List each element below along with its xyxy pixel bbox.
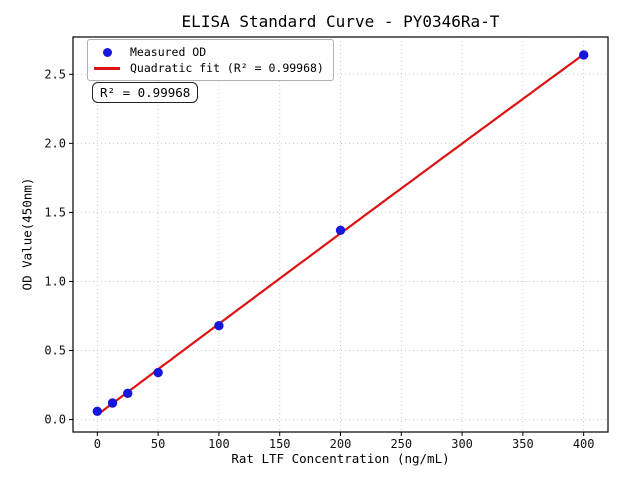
measured-od-dot-marker — [102, 47, 112, 57]
quadratic-fit-line-swatch — [94, 66, 120, 70]
chart-title: ELISA Standard Curve - PY0346Ra-T — [181, 12, 500, 31]
legend-entry-quadratic-fit: Quadratic fit (R² = 0.99968) — [94, 60, 324, 76]
legend: Measured OD Quadratic fit (R² = 0.99968) — [87, 39, 334, 81]
r-squared-annotation: R² = 0.99968 — [92, 82, 199, 103]
x-tick-label: 300 — [451, 437, 473, 451]
x-tick-label: 50 — [151, 437, 165, 451]
plot-border — [72, 36, 609, 433]
y-tick-label: 1.5 — [44, 205, 66, 219]
legend-label-measured-od: Measured OD — [130, 45, 207, 59]
y-tick-label: 2.0 — [44, 136, 66, 150]
x-tick-label: 0 — [94, 437, 101, 451]
x-tick-label: 100 — [208, 437, 230, 451]
data-point — [214, 320, 224, 331]
x-tick-label: 250 — [390, 437, 412, 451]
legend-label-quadratic-fit: Quadratic fit (R² = 0.99968) — [130, 61, 324, 75]
y-tick-label: 1.0 — [44, 274, 66, 288]
x-tick-label: 200 — [330, 437, 352, 451]
legend-entry-measured-od: Measured OD — [94, 44, 324, 60]
x-axis-label: Rat LTF Concentration (ng/mL) — [231, 451, 450, 466]
y-tick-label: 0.5 — [44, 344, 66, 358]
y-tick-label: 0.0 — [44, 413, 66, 427]
data-point — [123, 388, 133, 399]
x-tick-label: 350 — [512, 437, 534, 451]
data-point — [92, 406, 103, 416]
data-point — [578, 50, 589, 60]
x-tick-label: 150 — [269, 437, 291, 451]
legend-marker-cell — [94, 66, 120, 70]
legend-marker-cell — [94, 47, 120, 57]
data-point — [153, 367, 163, 378]
data-point — [335, 225, 346, 236]
x-tick-label: 400 — [573, 437, 595, 451]
y-tick-label: 2.5 — [44, 67, 66, 81]
data-point — [107, 398, 118, 408]
